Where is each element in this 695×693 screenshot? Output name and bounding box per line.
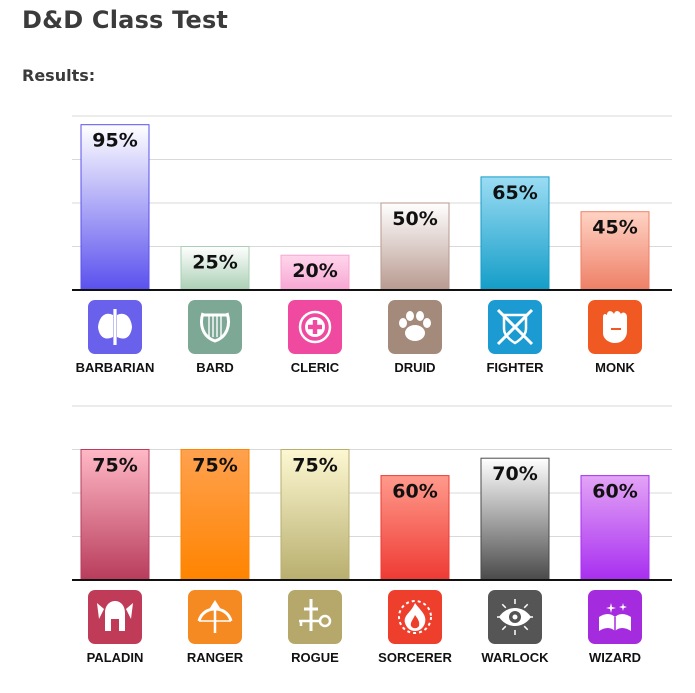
bar-bard — [180, 246, 250, 291]
class-label-sorcerer: SORCERER — [378, 650, 452, 665]
value-label-cleric: 20% — [292, 260, 337, 282]
class-label-bard: BARD — [196, 360, 234, 375]
crossed-swords-shield-icon — [488, 300, 542, 354]
bar-sorcerer — [380, 475, 450, 581]
fist-icon — [588, 300, 642, 354]
value-label-wizard: 60% — [592, 481, 637, 503]
value-label-paladin: 75% — [92, 455, 137, 477]
value-label-ranger: 75% — [192, 455, 237, 477]
dagger-key-icon — [288, 590, 342, 644]
value-label-fighter: 65% — [492, 182, 537, 204]
lyre-icon — [188, 300, 242, 354]
page-title: D&D Class Test — [22, 6, 229, 34]
class-label-wizard: WIZARD — [589, 650, 641, 665]
bar-warlock — [480, 457, 550, 581]
value-label-rogue: 75% — [292, 455, 337, 477]
value-label-sorcerer: 60% — [392, 481, 437, 503]
value-label-warlock: 70% — [492, 463, 537, 485]
results-label: Results: — [22, 66, 96, 85]
flame-icon — [388, 590, 442, 644]
value-label-barbarian: 95% — [92, 130, 137, 152]
class-label-monk: MONK — [595, 360, 635, 375]
class-label-fighter: FIGHTER — [486, 360, 544, 375]
class-label-barbarian: BARBARIAN — [76, 360, 155, 375]
double-axe-icon — [88, 300, 142, 354]
bar-druid — [380, 202, 450, 291]
value-label-druid: 50% — [392, 208, 437, 230]
winged-helmet-icon — [88, 590, 142, 644]
class-label-ranger: RANGER — [187, 650, 244, 665]
class-label-warlock: WARLOCK — [481, 650, 549, 665]
class-label-druid: DRUID — [394, 360, 435, 375]
holy-symbol-icon — [288, 300, 342, 354]
class-label-cleric: CLERIC — [291, 360, 340, 375]
bar-fighter — [480, 176, 550, 291]
bow-arrow-icon — [188, 590, 242, 644]
bar-paladin — [80, 449, 150, 581]
paw-print-icon — [388, 300, 442, 354]
bar-barbarian — [80, 124, 150, 291]
spellbook-icon — [588, 590, 642, 644]
bar-ranger — [180, 449, 250, 581]
class-label-rogue: ROGUE — [291, 650, 339, 665]
evil-eye-icon — [488, 590, 542, 644]
value-label-monk: 45% — [592, 217, 637, 239]
class-label-paladin: PALADIN — [87, 650, 144, 665]
value-label-bard: 25% — [192, 252, 237, 274]
bar-cleric — [280, 254, 350, 291]
